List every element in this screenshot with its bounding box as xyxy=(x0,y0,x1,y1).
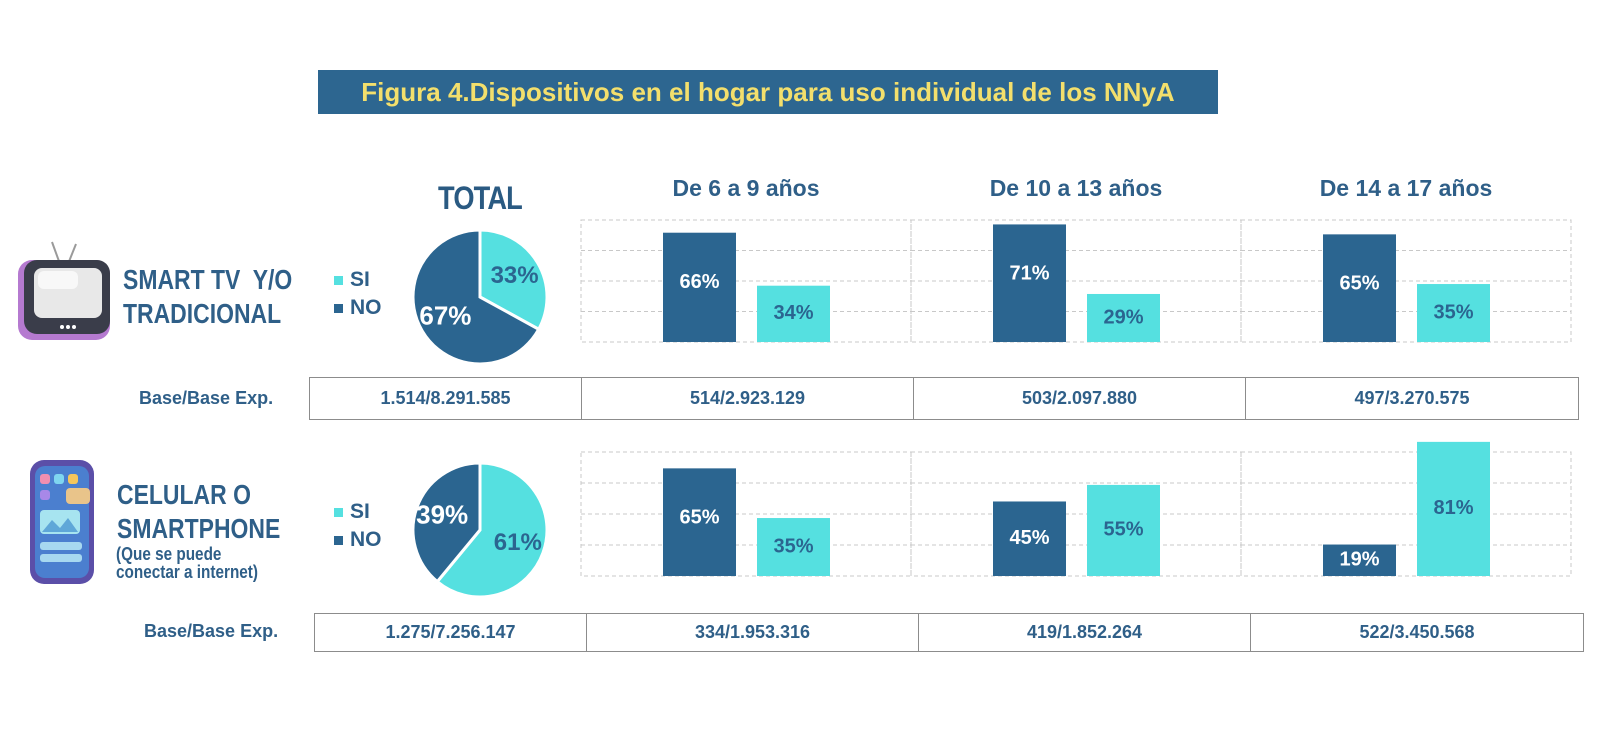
base-cell-6-9: 514/2.923.129 xyxy=(582,378,914,419)
bar-si xyxy=(1417,441,1490,576)
pie-slice-no xyxy=(411,228,541,366)
legend-swatch-no xyxy=(334,303,343,313)
base-cell-total: 1.514/8.291.585 xyxy=(310,378,582,419)
base-cell-14-17: 522/3.450.568 xyxy=(1359,622,1475,642)
base-cell-total: 1.275/7.256.147 xyxy=(315,614,587,651)
bar-label-no: 45% xyxy=(1009,527,1049,549)
pie-slice-no xyxy=(411,461,482,584)
bar-label-si: 29% xyxy=(1103,306,1143,328)
base-label-row2: Base/Base Exp. xyxy=(144,621,279,641)
legend-label-si: SI xyxy=(350,500,370,523)
bar-label-si: 55% xyxy=(1103,519,1143,541)
legend-item-no: NO xyxy=(334,294,382,322)
pie-label-no: 67% xyxy=(419,300,471,330)
legend-row2: SI NO xyxy=(334,498,382,554)
bar-no xyxy=(1323,544,1396,576)
legend-label-si: SI xyxy=(350,268,370,291)
row-sublabel-line2: conectar a internet) xyxy=(116,562,258,582)
row-label-line1: SMART TV Y/O xyxy=(123,264,293,295)
column-header-14-17: De 14 a 17 años xyxy=(1319,175,1493,201)
legend-swatch-no xyxy=(334,535,343,545)
column-header-6-9: De 6 a 9 años xyxy=(672,175,820,201)
bar-si xyxy=(1417,284,1490,342)
bar-no xyxy=(663,232,736,342)
bar-label-si: 34% xyxy=(773,302,813,324)
legend-swatch-si xyxy=(334,275,343,285)
smartphone-icon xyxy=(30,460,94,584)
legend-item-si: SI xyxy=(334,498,382,526)
row-label-line1: CELULAR O xyxy=(117,479,251,510)
base-cell-10-13: 419/1.852.264 xyxy=(919,614,1251,651)
bar-label-no: 65% xyxy=(1339,273,1379,295)
legend-label-no: NO xyxy=(350,528,382,551)
row-sublabel-line1: (Que se puede xyxy=(116,544,222,564)
pie-slice-si xyxy=(435,461,549,599)
base-label-row1: Base/Base Exp. xyxy=(139,388,274,408)
bar-label-no: 65% xyxy=(679,507,719,529)
figure-title: Figura 4.Dispositivos en el hogar para u… xyxy=(361,76,1175,107)
bar-si xyxy=(757,285,830,342)
base-table-row2: 1.275/7.256.147 334/1.953.316 419/1.852.… xyxy=(314,613,1584,652)
legend-row1: SI NO xyxy=(334,266,382,322)
row-label-celular: CELULAR O SMARTPHONE xyxy=(117,478,280,546)
bar-si xyxy=(1087,293,1160,342)
bar-no xyxy=(993,501,1066,576)
legend-label-no: NO xyxy=(350,296,382,319)
base-table-row1: 1.514/8.291.585 514/2.923.129 503/2.097.… xyxy=(309,377,1579,420)
bar-label-si: 35% xyxy=(1433,301,1473,323)
base-cell-10-13: 503/2.097.880 xyxy=(914,378,1246,419)
row-sublabel-celular: (Que se puede conectar a internet) xyxy=(116,545,258,581)
bar-no xyxy=(663,468,736,576)
bar-no xyxy=(993,224,1066,342)
row-label-line2: TRADICIONAL xyxy=(123,298,282,329)
figure-title-banner: Figura 4.Dispositivos en el hogar para u… xyxy=(318,70,1218,114)
legend-swatch-si xyxy=(334,507,343,517)
base-cell-6-9: 334/1.953.316 xyxy=(587,614,919,651)
pie-label-si: 61% xyxy=(494,529,542,556)
bar-no xyxy=(1323,234,1396,342)
base-cell-14-17: 497/3.270.575 xyxy=(1354,388,1470,408)
pie-label-si: 33% xyxy=(491,262,539,289)
bar-si xyxy=(757,518,830,576)
bar-label-no: 19% xyxy=(1339,549,1379,571)
pie-slice-si xyxy=(478,228,549,332)
tv-icon xyxy=(18,241,110,340)
bar-label-si: 81% xyxy=(1433,497,1473,519)
legend-item-no: NO xyxy=(334,526,382,554)
bar-label-no: 66% xyxy=(679,271,719,293)
bar-label-si: 35% xyxy=(773,535,813,557)
column-header-total: TOTAL xyxy=(438,180,523,216)
row-label-smart-tv: SMART TV Y/O TRADICIONAL xyxy=(123,263,292,331)
bar-label-no: 71% xyxy=(1009,263,1049,285)
column-header-10-13: De 10 a 13 años xyxy=(989,175,1163,201)
row-label-line2: SMARTPHONE xyxy=(117,513,281,544)
legend-item-si: SI xyxy=(334,266,382,294)
pie-label-no: 39% xyxy=(416,499,468,529)
bar-si xyxy=(1087,484,1160,576)
